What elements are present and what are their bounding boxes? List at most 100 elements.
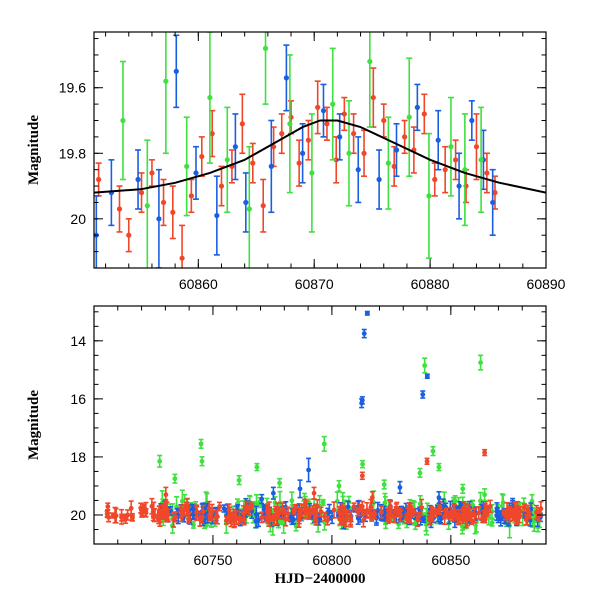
bottom-panel-plot-area	[104, 310, 544, 539]
red-data-point	[402, 134, 408, 140]
baseline-red-point	[231, 517, 237, 523]
baseline-red-point	[207, 515, 213, 521]
baseline-red-point	[280, 508, 285, 513]
baseline-red-point	[303, 504, 309, 510]
baseline-blue-point	[253, 518, 259, 524]
baseline-blue-point	[345, 504, 351, 510]
top-y-tick-label: 19.6	[59, 80, 86, 96]
red-data-point	[424, 458, 430, 464]
baseline-red-point	[157, 515, 163, 521]
red-data-point	[421, 111, 427, 117]
green-data-point	[309, 170, 315, 176]
blue-data-point	[214, 212, 220, 219]
red-data-point	[149, 170, 155, 176]
baseline-green-point	[424, 522, 429, 528]
green-data-point	[406, 114, 412, 120]
bottom-x-tick-label: 60800	[312, 552, 351, 568]
green-data-point	[346, 150, 352, 156]
baseline-red-point	[128, 505, 134, 511]
baseline-red-point	[351, 504, 357, 509]
green-data-point	[224, 157, 230, 163]
green-data-point	[246, 206, 252, 212]
green-data-point	[478, 157, 484, 163]
baseline-red-point	[504, 508, 510, 514]
red-data-point	[260, 203, 266, 209]
red-data-point	[341, 111, 347, 117]
baseline-green-point	[320, 500, 326, 505]
baseline-red-point	[138, 505, 144, 511]
blue-data-point	[364, 310, 370, 316]
red-data-point	[163, 492, 169, 498]
baseline-red-point	[105, 504, 111, 509]
bottom-panel-x-axis-label: HJD−2400000	[274, 571, 365, 587]
baseline-red-point	[325, 518, 330, 523]
green-data-point	[336, 483, 342, 489]
green-data-point	[262, 45, 269, 51]
baseline-red-point	[456, 514, 462, 519]
red-data-point	[199, 153, 205, 160]
baseline-red-point	[427, 517, 433, 523]
green-data-point	[157, 458, 163, 464]
blue-data-point	[193, 170, 199, 176]
baseline-red-point	[186, 517, 192, 523]
blue-data-point	[469, 117, 475, 124]
baseline-red-point	[476, 510, 482, 516]
baseline-red-point	[297, 508, 303, 514]
red-data-point	[351, 131, 357, 137]
red-data-point	[179, 255, 185, 261]
blue-data-point	[361, 331, 367, 336]
bottom-panel-lightcurve-full: 60750 60800 60850 14 16 18 20 Magnitude HJD−24…	[26, 305, 547, 587]
baseline-red-point	[264, 508, 270, 514]
baseline-red-point	[469, 511, 474, 517]
red-data-point	[305, 137, 312, 143]
red-data-point	[333, 157, 339, 163]
blue-data-point	[414, 104, 420, 110]
blue-data-point	[320, 108, 327, 114]
baseline-red-point	[393, 505, 399, 511]
baseline-red-point	[178, 514, 184, 520]
red-data-point	[484, 170, 490, 176]
blue-data-point	[283, 75, 289, 81]
baseline-red-point	[314, 503, 320, 509]
baseline-red-point	[226, 508, 232, 513]
baseline-red-point	[411, 509, 417, 515]
green-data-point	[172, 476, 178, 482]
baseline-red-point	[451, 509, 457, 515]
blue-data-point	[420, 392, 426, 397]
baseline-red-point	[522, 505, 527, 511]
baseline-red-point	[259, 514, 265, 520]
top-y-tick-label: 20	[70, 211, 86, 227]
red-data-point	[279, 131, 285, 137]
red-data-point	[188, 193, 194, 199]
red-data-point	[160, 199, 167, 206]
green-data-point	[184, 163, 190, 169]
baseline-red-point	[265, 517, 271, 522]
baseline-red-point	[123, 516, 128, 522]
red-data-point	[311, 490, 317, 496]
green-data-point	[381, 482, 387, 487]
baseline-red-point	[406, 506, 412, 512]
red-data-point	[126, 232, 132, 238]
red-data-point	[381, 117, 387, 124]
top-x-tick-label: 60890	[527, 276, 566, 292]
baseline-blue-point	[287, 514, 293, 520]
baseline-red-point	[274, 514, 280, 520]
baseline-red-point	[482, 517, 488, 523]
baseline-red-point	[149, 503, 155, 509]
green-data-point	[426, 193, 432, 199]
baseline-red-point	[483, 504, 489, 510]
baseline-green-point	[452, 498, 458, 504]
baseline-blue-point	[261, 504, 267, 510]
baseline-red-point	[173, 514, 179, 520]
green-data-point	[460, 486, 466, 492]
baseline-red-point	[178, 505, 184, 511]
blue-data-point	[359, 397, 365, 403]
baseline-red-point	[206, 506, 212, 511]
green-data-point	[163, 78, 169, 84]
red-data-point	[442, 167, 448, 173]
baseline-red-point	[322, 514, 328, 519]
green-data-point	[448, 144, 454, 150]
baseline-red-point	[194, 510, 200, 516]
red-data-point	[432, 176, 438, 183]
